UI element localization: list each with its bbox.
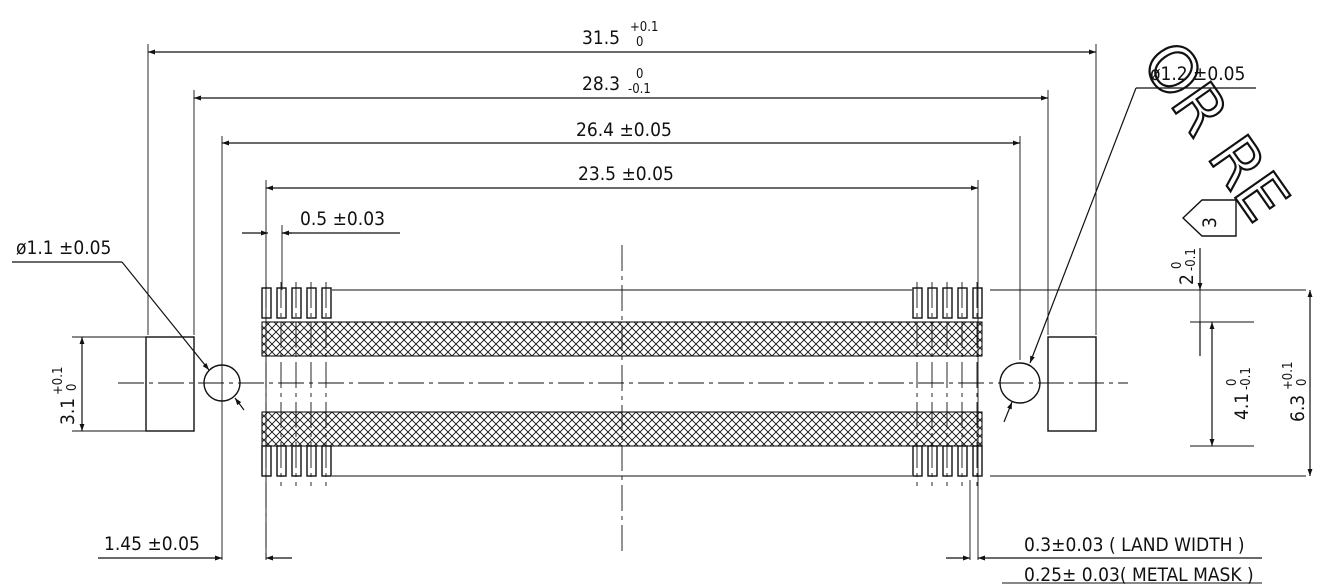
dim-row-span-nominal: 4.1 [1231, 393, 1253, 420]
dim-inner-nominal: 28.3 [582, 73, 620, 95]
watermark-text: OR RE [1127, 29, 1302, 235]
dim-total-height: 6.3 +0.1 0 [1281, 290, 1313, 476]
dim-inner-width: 28.3 0 -0.1 [194, 67, 1048, 101]
dim-metal-mask-text: 0.25± 0.03( METAL MASK ) [1024, 564, 1254, 586]
dim-pad-span-text: 23.5 ±0.05 [578, 163, 674, 185]
dim-left-hole: ø1.1 ±0.05 [12, 237, 245, 411]
dim-edge-offset: 1.45 ±0.05 [98, 533, 292, 561]
dim-hole-pitch: 26.4 ±0.05 [222, 119, 1020, 146]
dim-overall-nominal: 31.5 [582, 27, 620, 49]
centerlines [118, 245, 1128, 552]
dim-overall-upper: +0.1 [630, 20, 658, 35]
dim-inner-upper: 0 [636, 67, 643, 82]
dim-row-gap-lower: -0.1 [1184, 248, 1199, 271]
dim-overall-width: 31.5 +0.1 0 [148, 20, 1096, 55]
extension-lines [147, 44, 1097, 560]
dim-row-span-upper: 0 [1225, 379, 1240, 386]
dim-row-span-lower: -0.1 [1239, 367, 1254, 390]
dim-row-span: 4.1 0 -0.1 [1190, 321, 1254, 447]
left-boss [145, 336, 195, 432]
right-hole [999, 362, 1041, 404]
mounting-features [145, 336, 1097, 432]
pad-centerlines [265, 282, 978, 560]
dim-left-hole-text: ø1.1 ±0.05 [16, 237, 111, 259]
dim-left-height: 3.1 +0.1 0 [51, 336, 146, 432]
watermark: OR RE [1126, 28, 1304, 237]
dim-left-height-nominal: 3.1 [57, 398, 79, 425]
dim-total-height-nominal: 6.3 [1287, 395, 1309, 422]
dim-pad-span: 23.5 ±0.05 [266, 163, 978, 191]
left-hole [203, 364, 241, 402]
dim-pad-pitch: 0.5 ±0.03 [242, 208, 400, 236]
dim-left-height-lower: 0 [65, 384, 80, 391]
dim-row-gap: 2 0 -0.1 [1170, 248, 1203, 356]
dim-land-width-text: 0.3±0.03 ( LAND WIDTH ) [1024, 534, 1245, 556]
dim-edge-offset-text: 1.45 ±0.05 [104, 533, 200, 555]
pad-row-top [261, 287, 983, 319]
dim-land-width: 0.3±0.03 ( LAND WIDTH ) 0.25± 0.03( META… [946, 534, 1262, 586]
dim-row-gap-upper: 0 [1170, 262, 1185, 269]
dim-row-gap-nominal: 2 [1176, 274, 1198, 285]
dim-left-height-upper: +0.1 [51, 367, 66, 395]
dim-pad-pitch-text: 0.5 ±0.03 [300, 208, 385, 230]
dim-total-height-lower: 0 [1295, 379, 1310, 386]
right-boss [1047, 336, 1097, 432]
dim-total-height-upper: +0.1 [1281, 362, 1296, 390]
dim-inner-lower: -0.1 [628, 82, 651, 97]
note-flag-number: 3 [1199, 217, 1221, 228]
note-flag-3: 3 [1181, 199, 1237, 237]
dim-overall-lower: 0 [636, 35, 643, 50]
dim-right-hole-text: ø1.2 ±0.05 [1150, 63, 1245, 85]
dim-right-hole: ø1.2 ±0.05 [1003, 63, 1256, 423]
dim-hole-pitch-text: 26.4 ±0.05 [576, 119, 672, 141]
